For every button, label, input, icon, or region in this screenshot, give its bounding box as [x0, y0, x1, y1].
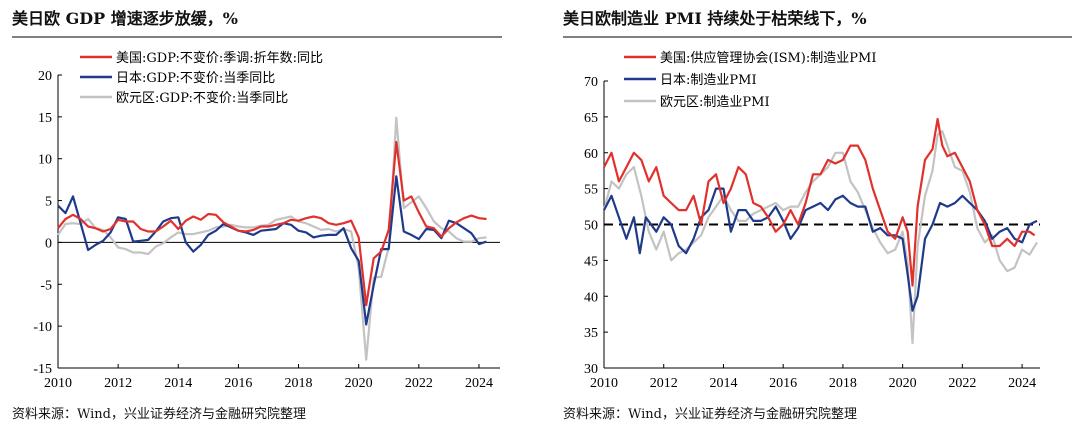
gdp-legend-label-us: 美国:GDP:不变价:季调:折年数:同比	[116, 50, 323, 66]
gdp-y-tick-label: 5	[45, 195, 52, 210]
pmi-chart: 30 35 40 45 50 55 60 65 70 2010 2012 2014 2016 2018 20…	[584, 50, 1040, 391]
gdp-x-tick-label: 2012	[104, 376, 132, 391]
left-chart-source: 资料来源：Wind，兴业证券经济与金融研究院整理	[12, 406, 306, 422]
pmi-x-tick-label: 2014	[709, 376, 737, 391]
pmi-x-tick-label: 2018	[829, 376, 857, 391]
pmi-x-tick-label: 2016	[769, 376, 797, 391]
right-chart-title: 美日欧制造业 PMI 持续处于枯荣线下，%	[563, 9, 867, 28]
gdp-x-tick-label: 2016	[224, 376, 252, 391]
pmi-y-tick-label: 30	[584, 362, 598, 377]
pmi-x-tick-label: 2020	[889, 376, 917, 391]
gdp-legend-label-japan: 日本:GDP:不变价:当季同比	[116, 70, 275, 86]
gdp-y-tick-label: -10	[33, 320, 52, 335]
pmi-legend-label-us: 美国:供应管理协会(ISM):制造业PMI	[660, 50, 876, 66]
gdp-series-line-us	[57, 140, 487, 307]
pmi-series-line-us	[603, 117, 1036, 287]
gdp-x-tick-label: 2022	[405, 376, 433, 391]
gdp-series-line-euro	[57, 116, 487, 361]
gdp-x-tick-label: 2010	[44, 376, 72, 391]
gdp-chart: -15 -10 -5 0 5 10 15 20 2010 2012 2014 2016 2018 2020…	[33, 50, 500, 391]
gdp-y-tick-label: 0	[45, 236, 52, 251]
pmi-x-tick-label: 2022	[948, 376, 976, 391]
left-chart-title: 美日欧 GDP 增速逐步放缓，%	[12, 9, 238, 28]
pmi-legend-label-japan: 日本:制造业PMI	[660, 73, 757, 88]
pmi-y-tick-label: 70	[584, 75, 598, 90]
gdp-y-tick-label: -15	[33, 362, 52, 377]
gdp-y-tick-label: -5	[40, 278, 52, 293]
gdp-legend-label-euro: 欧元区:GDP:不变价:当季同比	[116, 90, 288, 106]
gdp-x-tick-label: 2024	[465, 376, 493, 391]
pmi-series-line-japan	[603, 187, 1038, 312]
pmi-series-line-euro	[602, 130, 1038, 344]
gdp-y-tick-label: 20	[38, 69, 52, 84]
gdp-series-line-japan	[57, 175, 487, 326]
gdp-y-tick-label: 15	[38, 111, 52, 126]
right-chart-source: 资料来源：Wind，兴业证券经济与金融研究院整理	[563, 406, 857, 422]
gdp-x-tick-label: 2014	[164, 376, 192, 391]
pmi-x-tick-label: 2012	[650, 376, 678, 391]
pmi-y-tick-label: 65	[584, 111, 598, 126]
pmi-y-tick-label: 35	[584, 326, 598, 341]
gdp-x-tick-label: 2020	[345, 376, 373, 391]
pmi-x-tick-label: 2010	[590, 376, 618, 391]
pmi-y-tick-label: 55	[584, 183, 598, 198]
pmi-y-tick-label: 60	[584, 147, 598, 162]
pmi-y-tick-label: 50	[584, 219, 598, 234]
pmi-y-tick-label: 40	[584, 290, 598, 305]
pmi-legend-label-euro: 欧元区:制造业PMI	[660, 95, 770, 110]
gdp-y-tick-label: 10	[38, 153, 52, 168]
pmi-y-tick-label: 45	[584, 254, 598, 269]
gdp-x-tick-label: 2018	[285, 376, 313, 391]
pmi-x-tick-label: 2024	[1008, 376, 1036, 391]
